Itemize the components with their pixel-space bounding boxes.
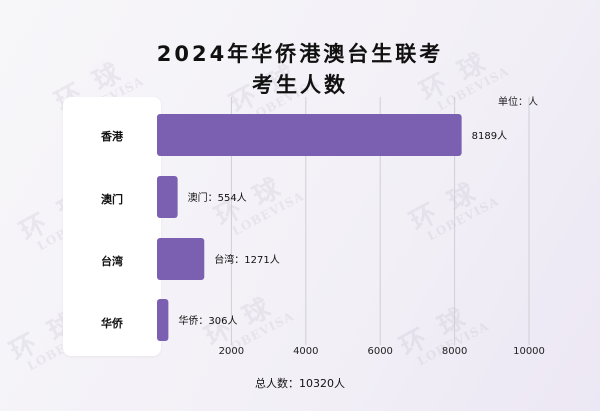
x-tick-label: 6000 (367, 346, 392, 357)
bar (157, 299, 169, 341)
bar-data-label: 澳门：554人 (188, 191, 247, 204)
category-label-taiwan: 台湾 (101, 255, 123, 268)
total-label: 总人数：10320人 (255, 377, 345, 390)
unit-label: 单位：人 (498, 97, 538, 108)
bar (157, 176, 178, 218)
category-label-hongkong: 香港 (101, 130, 123, 143)
chart-title: 2024年华侨港澳台生联考 (156, 42, 444, 66)
x-tick-label: 10000 (513, 346, 545, 357)
chart-subtitle: 考生人数 (252, 73, 348, 97)
bar-data-label: 8189人 (472, 130, 507, 142)
bar (157, 114, 462, 156)
category-label-panel (63, 97, 161, 356)
x-tick-label: 8000 (442, 346, 467, 357)
category-label-overseas: 华侨 (101, 317, 123, 330)
bar (157, 238, 205, 280)
bar-data-label: 台湾：1271人 (214, 253, 279, 266)
x-tick-label: 2000 (219, 346, 244, 357)
x-tick-label: 4000 (293, 346, 318, 357)
category-label-macau: 澳门 (101, 193, 123, 206)
bar-data-label: 华侨：306人 (178, 314, 237, 327)
